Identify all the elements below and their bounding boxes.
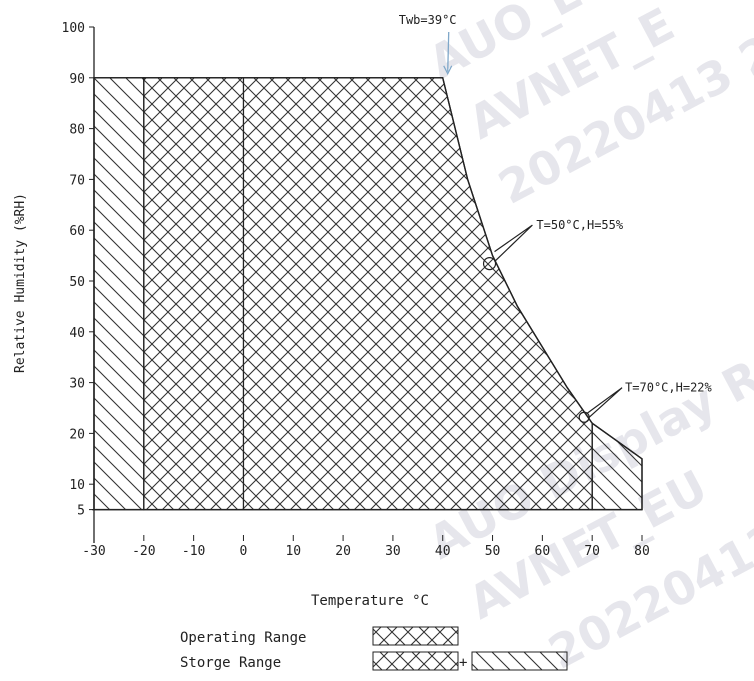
- y-axis-label: Relative Humidity (%RH): [13, 193, 28, 373]
- annotation-70-label: T=70°C,H=22%: [625, 381, 712, 395]
- x-tick-label: 10: [285, 544, 301, 559]
- y-tick-label: 90: [69, 72, 85, 87]
- x-tick-label: 0: [240, 544, 248, 559]
- x-tick-label: 40: [435, 544, 451, 559]
- y-tick-label: 80: [69, 123, 85, 138]
- legend-swatch-storage-cross: [373, 652, 458, 670]
- y-tick-label: 10: [69, 478, 85, 493]
- legend-label-storage: Storge Range: [180, 655, 281, 671]
- y-tick-label: 100: [62, 21, 85, 36]
- annotation-twb-label: Twb=39°C: [399, 13, 457, 27]
- x-tick-label: 20: [335, 544, 351, 559]
- y-tick-label: 30: [69, 377, 85, 392]
- annotation-50-leader: [495, 225, 533, 261]
- x-tick-label: 30: [385, 544, 401, 559]
- legend-plus: +: [459, 655, 467, 671]
- y-tick-label: 5: [77, 504, 85, 519]
- x-tick-label: -30: [82, 544, 105, 559]
- legend-swatch-operating: [373, 627, 458, 645]
- annotation-50-label: T=50°C,H=55%: [536, 218, 623, 232]
- x-tick-label: 80: [634, 544, 650, 559]
- x-axis-label: Temperature °C: [311, 593, 429, 609]
- y-tick-label: 60: [69, 224, 85, 239]
- storage-only-region: [94, 78, 144, 510]
- y-tick-label: 20: [69, 427, 85, 442]
- y-tick-label: 70: [69, 173, 85, 188]
- x-tick-label: 60: [535, 544, 551, 559]
- annotation-70-leader: [587, 388, 622, 419]
- y-tick-label: 40: [69, 326, 85, 341]
- x-tick-label: -10: [182, 544, 205, 559]
- y-tick-label: 50: [69, 275, 85, 290]
- x-tick-label: 50: [485, 544, 501, 559]
- legend-swatch-storage-diag: [472, 652, 567, 670]
- x-tick-label: -20: [132, 544, 155, 559]
- x-tick-label: 70: [584, 544, 600, 559]
- legend: Operating Range Storge Range +: [180, 627, 567, 671]
- operating-region: [144, 78, 592, 510]
- legend-label-operating: Operating Range: [180, 630, 306, 646]
